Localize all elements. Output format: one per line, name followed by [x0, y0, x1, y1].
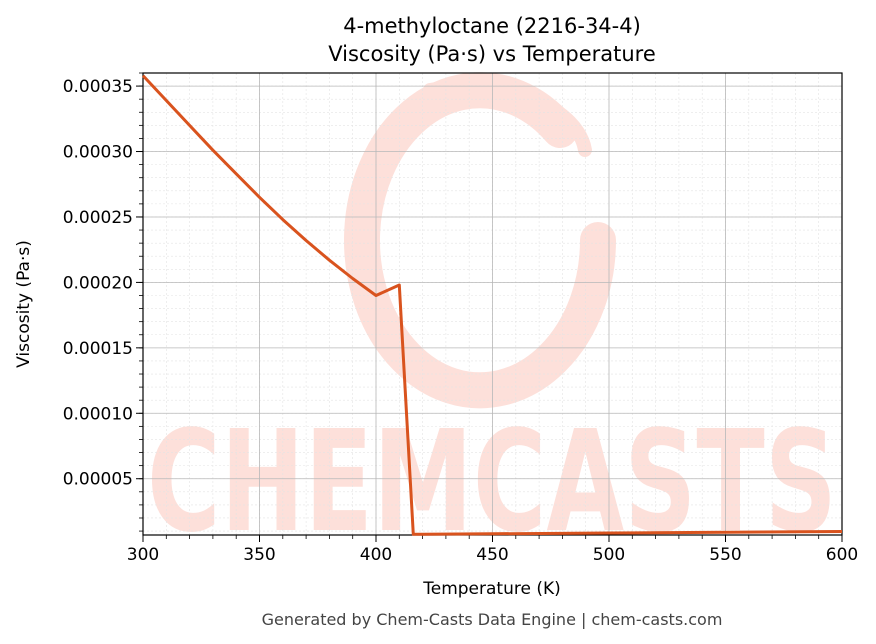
axis-ticks: [136, 72, 843, 542]
x-tick-label: 300: [127, 545, 159, 565]
y-tick-label: 0.00035: [63, 77, 133, 97]
y-tick-label: 0.00015: [63, 339, 133, 359]
x-tick-label: 500: [593, 545, 625, 565]
y-tick-label: 0.00010: [63, 404, 133, 424]
x-tick-label: 600: [826, 545, 858, 565]
y-tick-label: 0.00020: [63, 273, 133, 293]
x-tick-label: 350: [243, 545, 275, 565]
viscosity-line: [141, 74, 843, 536]
y-tick-label: 0.00030: [63, 143, 133, 163]
series-layer: [141, 74, 843, 536]
x-tick-labels: 300 350 400 450 500 550 600: [127, 545, 858, 565]
watermark-logo: [344, 72, 616, 409]
x-tick-label: 450: [476, 545, 508, 565]
y-tick-label: 0.00025: [63, 208, 133, 228]
x-tick-label: 550: [709, 545, 741, 565]
chart-subtitle: Viscosity (Pa·s) vs Temperature: [328, 42, 656, 66]
x-axis-label: Temperature (K): [422, 579, 561, 599]
footer-credit: Generated by Chem-Casts Data Engine | ch…: [262, 610, 723, 629]
x-tick-label: 400: [360, 545, 392, 565]
watermark: CHEMCASTS: [147, 72, 837, 564]
y-axis-label: Viscosity (Pa·s): [14, 240, 34, 368]
chart-title: 4-methyloctane (2216-34-4): [343, 14, 641, 38]
y-tick-labels: 0.00005 0.00010 0.00015 0.00020 0.00025 0.000…: [63, 77, 133, 490]
y-tick-label: 0.00005: [63, 470, 133, 490]
